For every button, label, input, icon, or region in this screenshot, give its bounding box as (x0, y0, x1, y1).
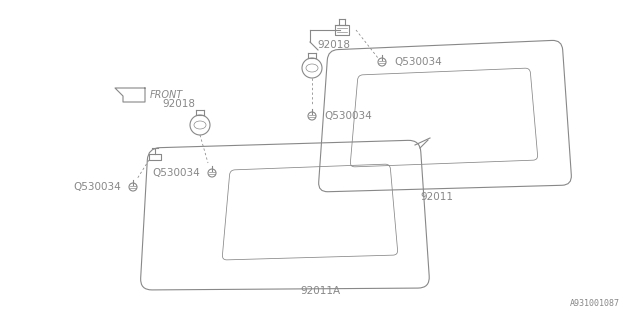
Text: Q530034: Q530034 (324, 111, 372, 121)
Text: Q530034: Q530034 (152, 168, 200, 178)
Text: 92018: 92018 (162, 99, 195, 109)
Text: 92018: 92018 (317, 40, 350, 50)
Text: FRONT: FRONT (150, 90, 183, 100)
Text: 92011: 92011 (420, 192, 453, 202)
Text: Q530034: Q530034 (73, 182, 121, 192)
Text: 92011A: 92011A (300, 286, 340, 296)
Text: Q530034: Q530034 (394, 57, 442, 67)
Text: A931001087: A931001087 (570, 299, 620, 308)
